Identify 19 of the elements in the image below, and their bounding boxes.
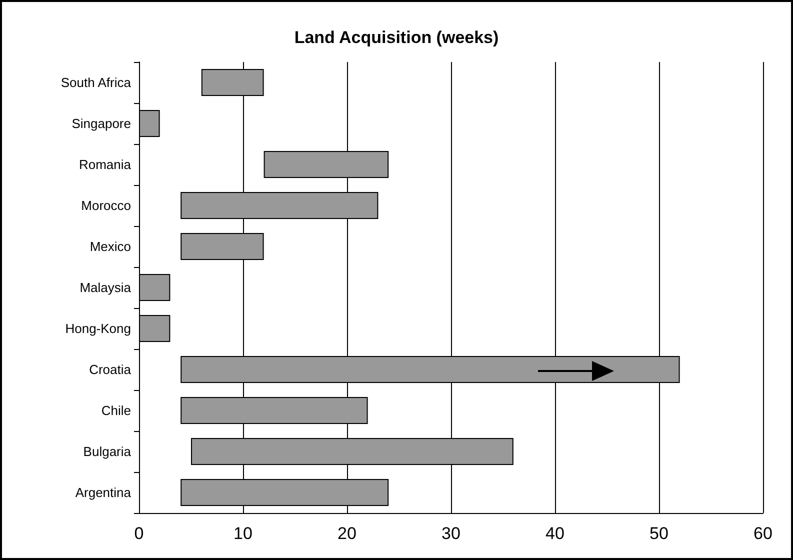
y-tick-label: Chile — [101, 403, 131, 418]
x-tick-label: 60 — [754, 524, 772, 543]
y-tick-label: Mexico — [90, 239, 131, 254]
y-tick-label: Romania — [78, 157, 132, 172]
x-tick-label: 10 — [234, 524, 252, 543]
y-tick-label: Singapore — [72, 116, 131, 131]
y-tick-label: Malaysia — [80, 280, 132, 295]
y-tick-label: Hong-Kong — [65, 321, 131, 336]
x-tick-label: 0 — [134, 524, 144, 543]
x-tick-label: 40 — [546, 524, 564, 543]
chart-title: Land Acquisition (weeks) — [294, 28, 499, 47]
y-tick-label: Croatia — [89, 362, 132, 377]
x-tick-label: 50 — [650, 524, 668, 543]
y-tick-label: Bulgaria — [83, 444, 132, 459]
x-tick-label: 30 — [442, 524, 460, 543]
y-tick-label: South Africa — [60, 75, 132, 90]
y-tick-label: Morocco — [81, 198, 131, 213]
x-tick-label: 20 — [338, 524, 356, 543]
y-tick-label: Argentina — [75, 485, 132, 500]
